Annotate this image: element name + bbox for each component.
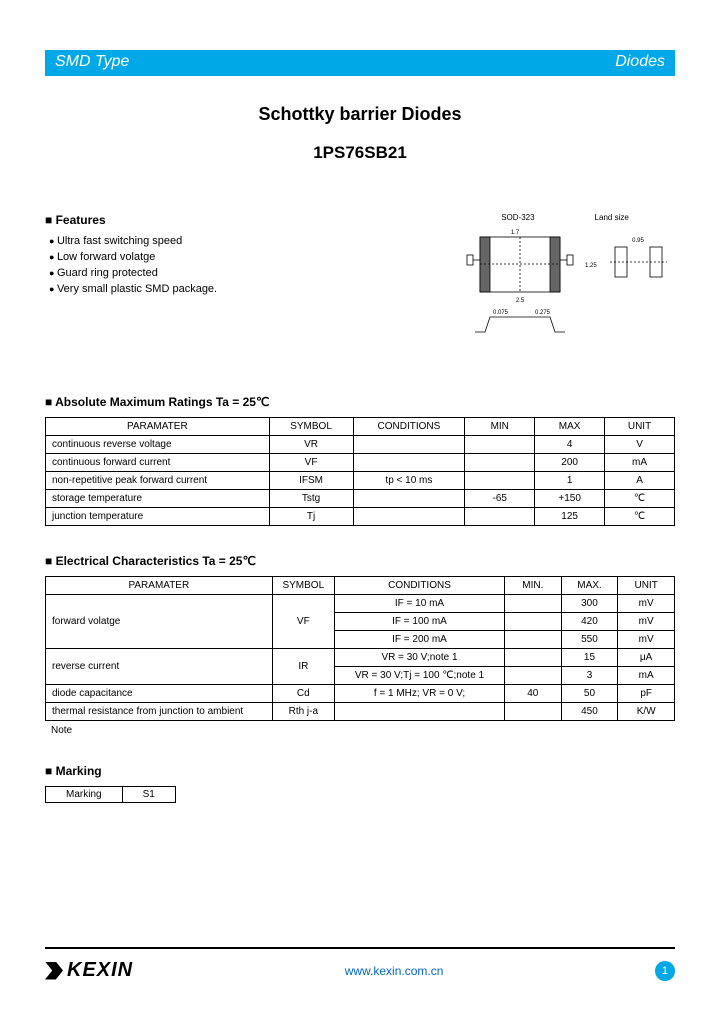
- part-number: 1PS76SB21: [45, 143, 675, 163]
- list-item: Very small plastic SMD package.: [49, 283, 435, 295]
- list-item: Low forward volatge: [49, 251, 435, 263]
- features-heading: Features: [45, 213, 435, 227]
- abs-max-heading: Absolute Maximum Ratings Ta = 25℃: [45, 395, 675, 409]
- abs-max-table: PARAMATER SYMBOL CONDITIONS MIN MAX UNIT…: [45, 417, 675, 526]
- marking-heading: Marking: [45, 764, 675, 778]
- svg-text:1.7: 1.7: [511, 230, 520, 236]
- elec-note: Note: [45, 725, 675, 736]
- elec-heading: Electrical Characteristics Ta = 25℃: [45, 554, 675, 568]
- marking-table: Marking S1: [45, 786, 176, 803]
- footer: KEXIN www.kexin.com.cn 1: [45, 947, 675, 982]
- features-list: Ultra fast switching speed Low forward v…: [45, 235, 435, 295]
- header-right: Diodes: [575, 50, 675, 76]
- svg-text:0.075: 0.075: [493, 310, 509, 316]
- header-banner: SMD Type Diodes: [45, 50, 675, 76]
- list-item: Ultra fast switching speed: [49, 235, 435, 247]
- logo-icon: [45, 962, 63, 980]
- svg-text:1.25: 1.25: [585, 263, 597, 269]
- package-diagram: SOD-323 Land size: [455, 213, 675, 355]
- list-item: Guard ring protected: [49, 267, 435, 279]
- svg-text:0.95: 0.95: [632, 238, 644, 244]
- svg-text:0.275: 0.275: [535, 310, 551, 316]
- footer-url: www.kexin.com.cn: [345, 964, 444, 978]
- page-number: 1: [655, 961, 675, 981]
- elec-table: PARAMATER SYMBOL CONDITIONS MIN. MAX. UN…: [45, 576, 675, 721]
- logo: KEXIN: [45, 959, 133, 982]
- package-svg: 1.7 2.5 1.25 0.95 0.075 0.275: [455, 222, 675, 352]
- doc-title: Schottky barrier Diodes: [45, 104, 675, 125]
- title-block: Schottky barrier Diodes 1PS76SB21: [45, 104, 675, 163]
- header-left: SMD Type: [45, 50, 195, 76]
- svg-text:2.5: 2.5: [516, 298, 525, 304]
